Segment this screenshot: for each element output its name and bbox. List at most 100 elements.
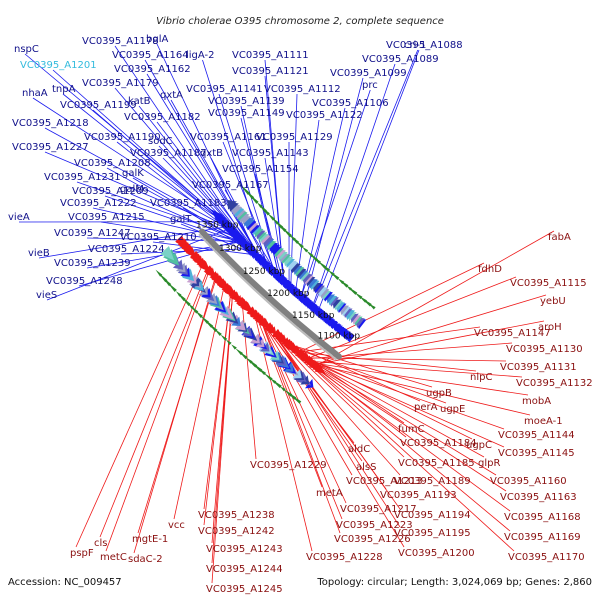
gene-label-reverse[interactable]: VC0395_A1144 [498, 430, 575, 441]
gene-label-reverse[interactable]: VC0395_A1115 [510, 278, 587, 289]
gene-label-forward[interactable]: galM [120, 184, 144, 195]
gene-label-forward[interactable]: prc [362, 80, 378, 91]
gene-label-forward[interactable]: VC0395_A1139 [208, 96, 285, 107]
gene-label-reverse[interactable]: ugpC [466, 440, 492, 451]
gene-label-forward[interactable]: VC0395_A1141 [186, 84, 263, 95]
gene-label-reverse[interactable]: fumC [398, 424, 425, 435]
gene-label-forward[interactable]: cri-1 [404, 40, 426, 51]
gene-label-reverse[interactable]: VC0395_A1193 [380, 490, 457, 501]
gene-label-reverse[interactable]: perA [414, 402, 438, 413]
gene-label-reverse[interactable]: VC0395_A1229 [250, 460, 327, 471]
gene-label-forward[interactable]: VC0395_A1121 [232, 66, 309, 77]
gene-label-reverse[interactable]: VC0395_A1147 [474, 328, 551, 339]
gene-label-forward[interactable]: nhaA [22, 88, 48, 99]
gene-label-reverse[interactable]: VC0395_A1163 [500, 492, 577, 503]
gene-label-reverse[interactable]: ugpE [440, 404, 465, 415]
gene-label-forward[interactable]: VC0395_A1199 [60, 100, 137, 111]
gene-label-reverse[interactable]: alsS [356, 462, 376, 473]
gene-label-forward[interactable]: VC0395_A1187 [130, 148, 207, 159]
gene-label-reverse[interactable]: VC0395_A1145 [498, 448, 575, 459]
gene-label-reverse[interactable]: pspF [70, 548, 94, 559]
gene-label-reverse[interactable]: glpR [478, 458, 500, 469]
gene-label-reverse[interactable]: VC0395_A1170 [508, 552, 585, 563]
gene-label-forward[interactable]: VC0395_A1161 [190, 132, 267, 143]
gene-label-reverse[interactable]: VC0395_A1244 [206, 564, 283, 575]
gene-label-reverse[interactable]: VC0395_A1243 [206, 544, 283, 555]
gene-label-forward[interactable]: VC0395_A1112 [264, 84, 341, 95]
gene-label-forward[interactable]: nspC [14, 44, 39, 55]
gene-label-reverse[interactable]: mgtE-1 [132, 534, 168, 545]
gene-label-forward[interactable]: bglA [146, 34, 168, 45]
gene-label-forward[interactable]: VC0395_A1209 [72, 186, 149, 197]
gene-label-forward[interactable]: VC0395_A1162 [114, 64, 191, 75]
gene-label-forward[interactable]: VC0395_A1149 [208, 108, 285, 119]
gene-label-reverse[interactable]: aroH [538, 322, 562, 333]
gene-label-forward[interactable]: galK [122, 168, 144, 179]
gene-label-forward[interactable]: VC0395_A1218 [12, 118, 89, 129]
gene-label-reverse[interactable]: VC0395_A1189 [394, 476, 471, 487]
gene-label-reverse[interactable]: VC0395_A1217 [340, 504, 417, 515]
gene-label-forward[interactable]: VC0395_A1089 [362, 54, 439, 65]
gene-label-forward[interactable]: vieB [28, 248, 50, 259]
gene-label-forward[interactable]: VC0395_A1201 [20, 60, 97, 71]
gene-label-forward[interactable]: katB [128, 96, 151, 107]
gene-label-reverse[interactable]: VC0395_A1185 [398, 458, 475, 469]
gene-label-forward[interactable]: VC0395_A1154 [222, 164, 299, 175]
gene-label-reverse[interactable]: VC0395_A1200 [398, 548, 475, 559]
gene-label-reverse[interactable]: nlpC [470, 372, 492, 383]
gene-label-reverse[interactable]: VC0395_A1245 [206, 584, 283, 595]
gene-label-forward[interactable]: galT [170, 214, 192, 225]
gene-label-forward[interactable]: tnpA [52, 84, 76, 95]
gene-label-reverse[interactable]: VC0395_A1226 [334, 534, 411, 545]
gene-label-reverse[interactable]: VC0395_A1130 [506, 344, 583, 355]
gene-label-forward[interactable]: VC0395_A1178 [82, 36, 159, 47]
gene-label-reverse[interactable]: ugpB [426, 388, 452, 399]
gene-label-reverse[interactable]: VC0395_A1132 [516, 378, 593, 389]
gene-label-forward[interactable]: vieA [8, 212, 30, 223]
gene-label-reverse[interactable]: VC0395_A1194 [394, 510, 471, 521]
gene-label-forward[interactable]: VC0395_A1088 [386, 40, 463, 51]
gene-label-forward[interactable]: VC0395_A1129 [256, 132, 333, 143]
gene-label-forward[interactable]: VC0395_A1231 [44, 172, 121, 183]
gene-label-forward[interactable]: VC0395_A1167 [192, 180, 269, 191]
gene-label-forward[interactable]: VC0395_A1190 [84, 132, 161, 143]
gene-label-reverse[interactable]: VC0395_A1238 [198, 510, 275, 521]
gene-label-reverse[interactable]: fabA [548, 232, 571, 243]
gene-label-forward[interactable]: ligA-2 [186, 50, 215, 61]
gene-label-forward[interactable]: VC0395_A1179 [82, 78, 159, 89]
gene-label-forward[interactable]: VC0395_A1106 [312, 98, 389, 109]
gene-label-reverse[interactable]: VC0395_A1213 [346, 476, 423, 487]
gene-label-reverse[interactable]: VC0395_A1223 [336, 520, 413, 531]
gene-label-reverse[interactable]: VC0395_A1160 [490, 476, 567, 487]
gene-label-reverse[interactable]: VC0395_A1195 [394, 528, 471, 539]
gene-label-forward[interactable]: sodC [148, 136, 173, 147]
gene-label-reverse[interactable]: VC0395_A1168 [504, 512, 581, 523]
gene-label-forward[interactable]: VC0395_A1222 [60, 198, 137, 209]
gene-label-forward[interactable]: VC0395_A1215 [68, 212, 145, 223]
gene-label-reverse[interactable]: sdaC-2 [128, 554, 163, 565]
gene-label-forward[interactable]: VC0395_A1099 [330, 68, 407, 79]
gene-label-reverse[interactable]: mobA [522, 396, 551, 407]
gene-label-forward[interactable]: VC0395_A1227 [12, 142, 89, 153]
gene-label-reverse[interactable]: vcc [168, 520, 185, 531]
gene-label-forward[interactable]: VC0395_A1182 [124, 112, 201, 123]
gene-label-reverse[interactable]: aldC [348, 444, 370, 455]
gene-label-reverse[interactable]: yebU [540, 296, 566, 307]
gene-label-forward[interactable]: VC0395_A1143 [232, 148, 309, 159]
gene-label-reverse[interactable]: metA [316, 488, 343, 499]
gene-label-reverse[interactable]: moeA-1 [524, 416, 563, 427]
gene-label-forward[interactable]: VC0395_A1248 [46, 276, 123, 287]
gene-label-forward[interactable]: VC0395_A1247 [54, 228, 131, 239]
gene-label-reverse[interactable]: VC0395_A1184 [400, 438, 477, 449]
gene-label-forward[interactable]: VC0395_A1122 [286, 110, 363, 121]
gene-label-reverse[interactable]: VC0395_A1169 [504, 532, 581, 543]
gene-label-reverse[interactable]: VC0395_A1242 [198, 526, 275, 537]
gene-label-forward[interactable]: qxtB [200, 148, 223, 159]
gene-label-reverse[interactable]: fdhD [478, 264, 502, 275]
gene-label-forward[interactable]: VC0395_A1208 [74, 158, 151, 169]
gene-label-forward[interactable]: qxtA [160, 90, 183, 101]
gene-label-forward[interactable]: VC0395_A1239 [54, 258, 131, 269]
gene-label-reverse[interactable]: cls [94, 538, 108, 549]
gene-label-reverse[interactable]: metC [100, 552, 127, 563]
gene-label-forward[interactable]: VC0395_A1111 [232, 50, 309, 61]
